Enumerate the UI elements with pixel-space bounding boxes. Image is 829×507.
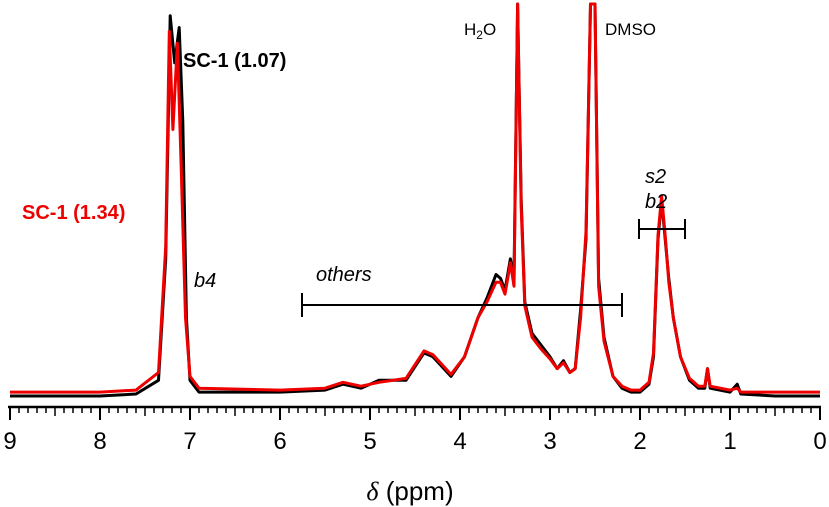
- spectrum-line-red: [10, 2, 820, 394]
- x-axis-tick-labels: 9 8 7 6 5 4 3 2 1 0: [3, 428, 826, 455]
- label-water-o: O: [483, 20, 496, 39]
- label-b4: b4: [194, 270, 216, 292]
- label-sc1-black: SC-1 (1.07): [183, 50, 286, 72]
- spectrum-line-black: [10, 2, 820, 398]
- x-axis-label-unit: (ppm): [378, 476, 453, 506]
- label-sc1-red: SC-1 (1.34): [22, 202, 125, 224]
- bracket-others: [301, 293, 623, 317]
- x-axis-label: δ (ppm): [366, 476, 453, 506]
- x-tick-label: 0: [813, 428, 826, 455]
- x-axis-minor-ticks: [18, 407, 812, 416]
- x-tick-label: 6: [273, 428, 286, 455]
- x-tick-label: 2: [633, 428, 646, 455]
- label-water: H2O: [464, 20, 496, 42]
- label-dmso: DMSO: [605, 20, 656, 39]
- x-axis: 9 8 7 6 5 4 3 2 1 0: [3, 405, 827, 455]
- x-tick-label: 4: [453, 428, 466, 455]
- label-water-sub: 2: [476, 28, 483, 42]
- spectra: [10, 2, 820, 398]
- label-b2: b2: [645, 191, 667, 213]
- x-tick-label: 3: [543, 428, 556, 455]
- x-tick-label: 9: [3, 428, 16, 455]
- bracket-s2-b2: [638, 219, 686, 239]
- x-axis-label-symbol: δ: [366, 477, 379, 506]
- label-water-h: H: [464, 20, 476, 39]
- x-tick-label: 7: [183, 428, 196, 455]
- x-tick-label: 8: [93, 428, 106, 455]
- x-tick-label: 5: [363, 428, 376, 455]
- label-others: others: [316, 264, 372, 286]
- x-axis-major-ticks: [9, 407, 821, 420]
- label-s2: s2: [645, 166, 666, 188]
- x-tick-label: 1: [723, 428, 736, 455]
